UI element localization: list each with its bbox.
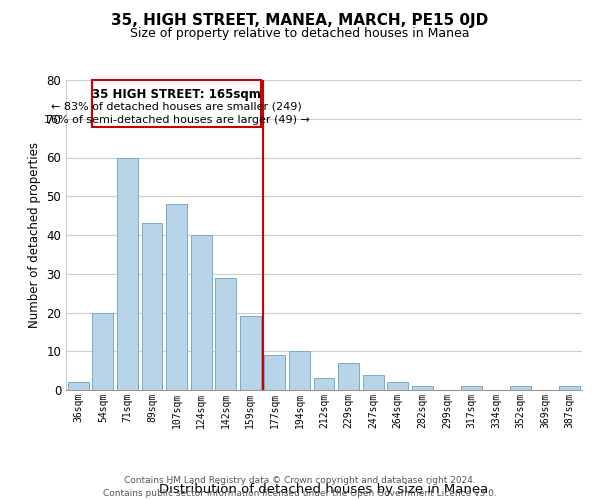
Y-axis label: Number of detached properties: Number of detached properties xyxy=(28,142,41,328)
Bar xyxy=(362,374,383,390)
Bar xyxy=(461,386,482,390)
Bar xyxy=(265,355,286,390)
Bar xyxy=(510,386,531,390)
Text: Size of property relative to detached houses in Manea: Size of property relative to detached ho… xyxy=(130,28,470,40)
Text: 16% of semi-detached houses are larger (49) →: 16% of semi-detached houses are larger (… xyxy=(44,115,310,125)
Bar xyxy=(92,312,113,390)
Bar xyxy=(289,351,310,390)
Bar xyxy=(559,386,580,390)
Bar xyxy=(387,382,408,390)
Bar xyxy=(117,158,138,390)
Bar xyxy=(314,378,334,390)
Bar xyxy=(240,316,261,390)
Bar xyxy=(191,235,212,390)
Text: Distribution of detached houses by size in Manea: Distribution of detached houses by size … xyxy=(160,483,488,496)
Bar xyxy=(215,278,236,390)
Bar xyxy=(142,224,163,390)
Bar xyxy=(68,382,89,390)
Text: ← 83% of detached houses are smaller (249): ← 83% of detached houses are smaller (24… xyxy=(51,102,302,112)
Bar xyxy=(412,386,433,390)
Bar xyxy=(338,363,359,390)
Text: Contains HM Land Registry data © Crown copyright and database right 2024.: Contains HM Land Registry data © Crown c… xyxy=(124,476,476,485)
Text: 35, HIGH STREET, MANEA, MARCH, PE15 0JD: 35, HIGH STREET, MANEA, MARCH, PE15 0JD xyxy=(112,12,488,28)
Text: 35 HIGH STREET: 165sqm: 35 HIGH STREET: 165sqm xyxy=(92,88,261,101)
FancyBboxPatch shape xyxy=(92,80,262,126)
Text: Contains public sector information licensed under the Open Government Licence v3: Contains public sector information licen… xyxy=(103,489,497,498)
Bar xyxy=(166,204,187,390)
